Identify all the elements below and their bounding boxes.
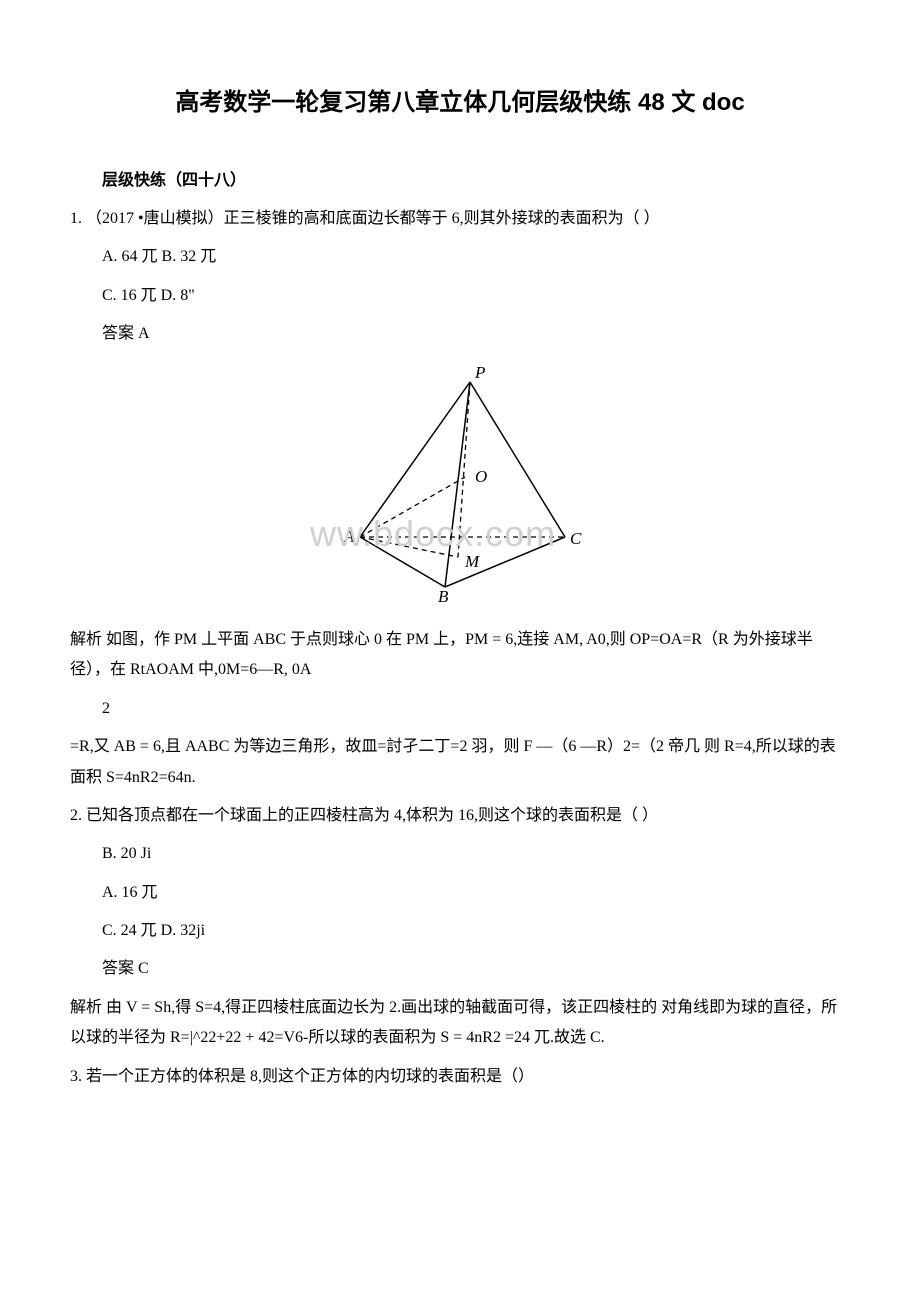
q2-stem: 2. 已知各顶点都在一个球面上的正四棱柱高为 4,体积为 16,则这个球的表面积… [70, 801, 850, 831]
q1-opt-ab: A. 64 兀 B. 32 兀 [70, 242, 850, 272]
q1-stem: 1. （2017 •唐山模拟）正三棱锥的高和底面边长都等于 6,则其外接球的表面… [70, 204, 850, 234]
q1-answer: 答案 A [70, 319, 850, 349]
q1-analysis-1: 解析 如图，作 PM 丄平面 ABC 于点则球心 0 在 PM 上，PM = 6… [70, 625, 850, 686]
q1-opt-cd: C. 16 兀 D. 8" [70, 281, 850, 311]
subtitle: 层级快练（四十八） [70, 166, 850, 196]
label-O: O [475, 467, 487, 486]
q2-analysis: 解析 由 V = Sh,得 S=4,得正四棱柱底面边长为 2.画出球的轴截面可得… [70, 993, 850, 1054]
q2-opt-b: B. 20 Ji [70, 839, 850, 869]
q1-figure: P A B C O M ww.bdocx.com [70, 362, 850, 613]
page-title: 高考数学一轮复习第八章立体几何层级快练 48 文 doc [70, 80, 850, 126]
label-P: P [474, 363, 485, 382]
q2-opt-a: A. 16 兀 [70, 878, 850, 908]
q3-stem: 3. 若一个正方体的体积是 8,则这个正方体的内切球的表面积是（） [70, 1062, 850, 1092]
q1-analysis-3: =R,又 AB = 6,且 AABC 为等边三角形，故皿=討孑二丁=2 羽，则 … [70, 732, 850, 793]
label-B: B [438, 587, 449, 602]
watermark-text: ww.bdocx.com [310, 500, 556, 568]
q2-opt-cd: C. 24 兀 D. 32ji [70, 916, 850, 946]
label-C: C [570, 529, 582, 548]
q2-answer: 答案 C [70, 954, 850, 984]
q1-analysis-2: 2 [70, 694, 850, 724]
